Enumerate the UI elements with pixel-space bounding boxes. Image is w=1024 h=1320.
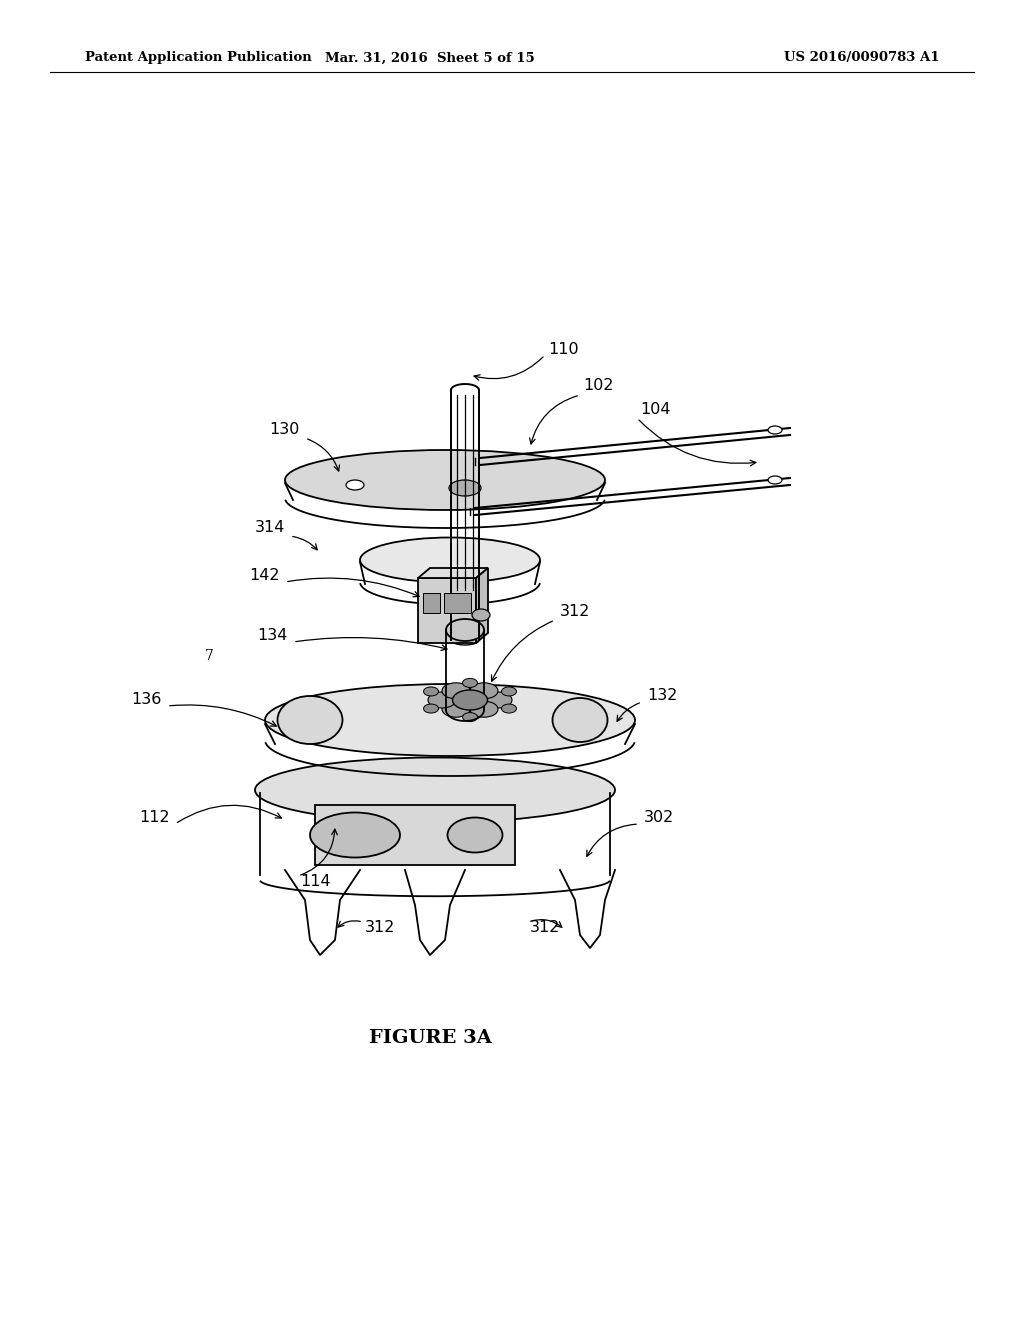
Text: 7: 7 [205, 649, 214, 663]
Text: 134: 134 [258, 627, 288, 643]
Ellipse shape [446, 619, 484, 642]
Text: 136: 136 [132, 693, 162, 708]
Ellipse shape [265, 684, 635, 756]
Ellipse shape [463, 678, 477, 688]
Text: Patent Application Publication: Patent Application Publication [85, 51, 311, 65]
Text: 102: 102 [583, 378, 613, 392]
Ellipse shape [484, 692, 512, 708]
Text: 312: 312 [560, 605, 591, 619]
Polygon shape [444, 593, 471, 612]
Text: 130: 130 [269, 422, 300, 437]
Ellipse shape [424, 704, 438, 713]
Text: 142: 142 [250, 568, 280, 582]
Ellipse shape [768, 426, 782, 434]
Ellipse shape [447, 817, 503, 853]
Polygon shape [418, 578, 476, 643]
Polygon shape [418, 568, 488, 578]
Ellipse shape [463, 713, 477, 722]
Ellipse shape [310, 813, 400, 858]
Text: 110: 110 [548, 342, 579, 358]
Ellipse shape [255, 758, 615, 822]
Ellipse shape [442, 682, 470, 698]
Ellipse shape [428, 692, 456, 708]
Text: 112: 112 [139, 810, 170, 825]
Ellipse shape [442, 701, 470, 717]
Ellipse shape [553, 698, 607, 742]
Text: 132: 132 [647, 688, 677, 702]
Text: FIGURE 3A: FIGURE 3A [369, 1030, 492, 1047]
Ellipse shape [502, 686, 516, 696]
Ellipse shape [470, 682, 498, 698]
Polygon shape [476, 568, 488, 643]
Ellipse shape [285, 450, 605, 510]
Text: US 2016/0090783 A1: US 2016/0090783 A1 [784, 51, 940, 65]
Text: 302: 302 [644, 810, 674, 825]
Ellipse shape [278, 696, 342, 744]
Text: 104: 104 [640, 403, 671, 417]
Ellipse shape [768, 477, 782, 484]
Ellipse shape [472, 609, 490, 620]
Ellipse shape [502, 704, 516, 713]
Ellipse shape [360, 537, 540, 582]
Text: 312: 312 [365, 920, 395, 936]
Ellipse shape [449, 480, 481, 496]
Text: 114: 114 [300, 874, 331, 890]
Text: Mar. 31, 2016  Sheet 5 of 15: Mar. 31, 2016 Sheet 5 of 15 [326, 51, 535, 65]
Ellipse shape [424, 686, 438, 696]
Text: 312: 312 [530, 920, 560, 936]
Text: 314: 314 [255, 520, 285, 536]
Ellipse shape [453, 690, 487, 710]
Polygon shape [423, 593, 440, 612]
Ellipse shape [346, 480, 364, 490]
Polygon shape [315, 805, 515, 865]
Ellipse shape [470, 701, 498, 717]
